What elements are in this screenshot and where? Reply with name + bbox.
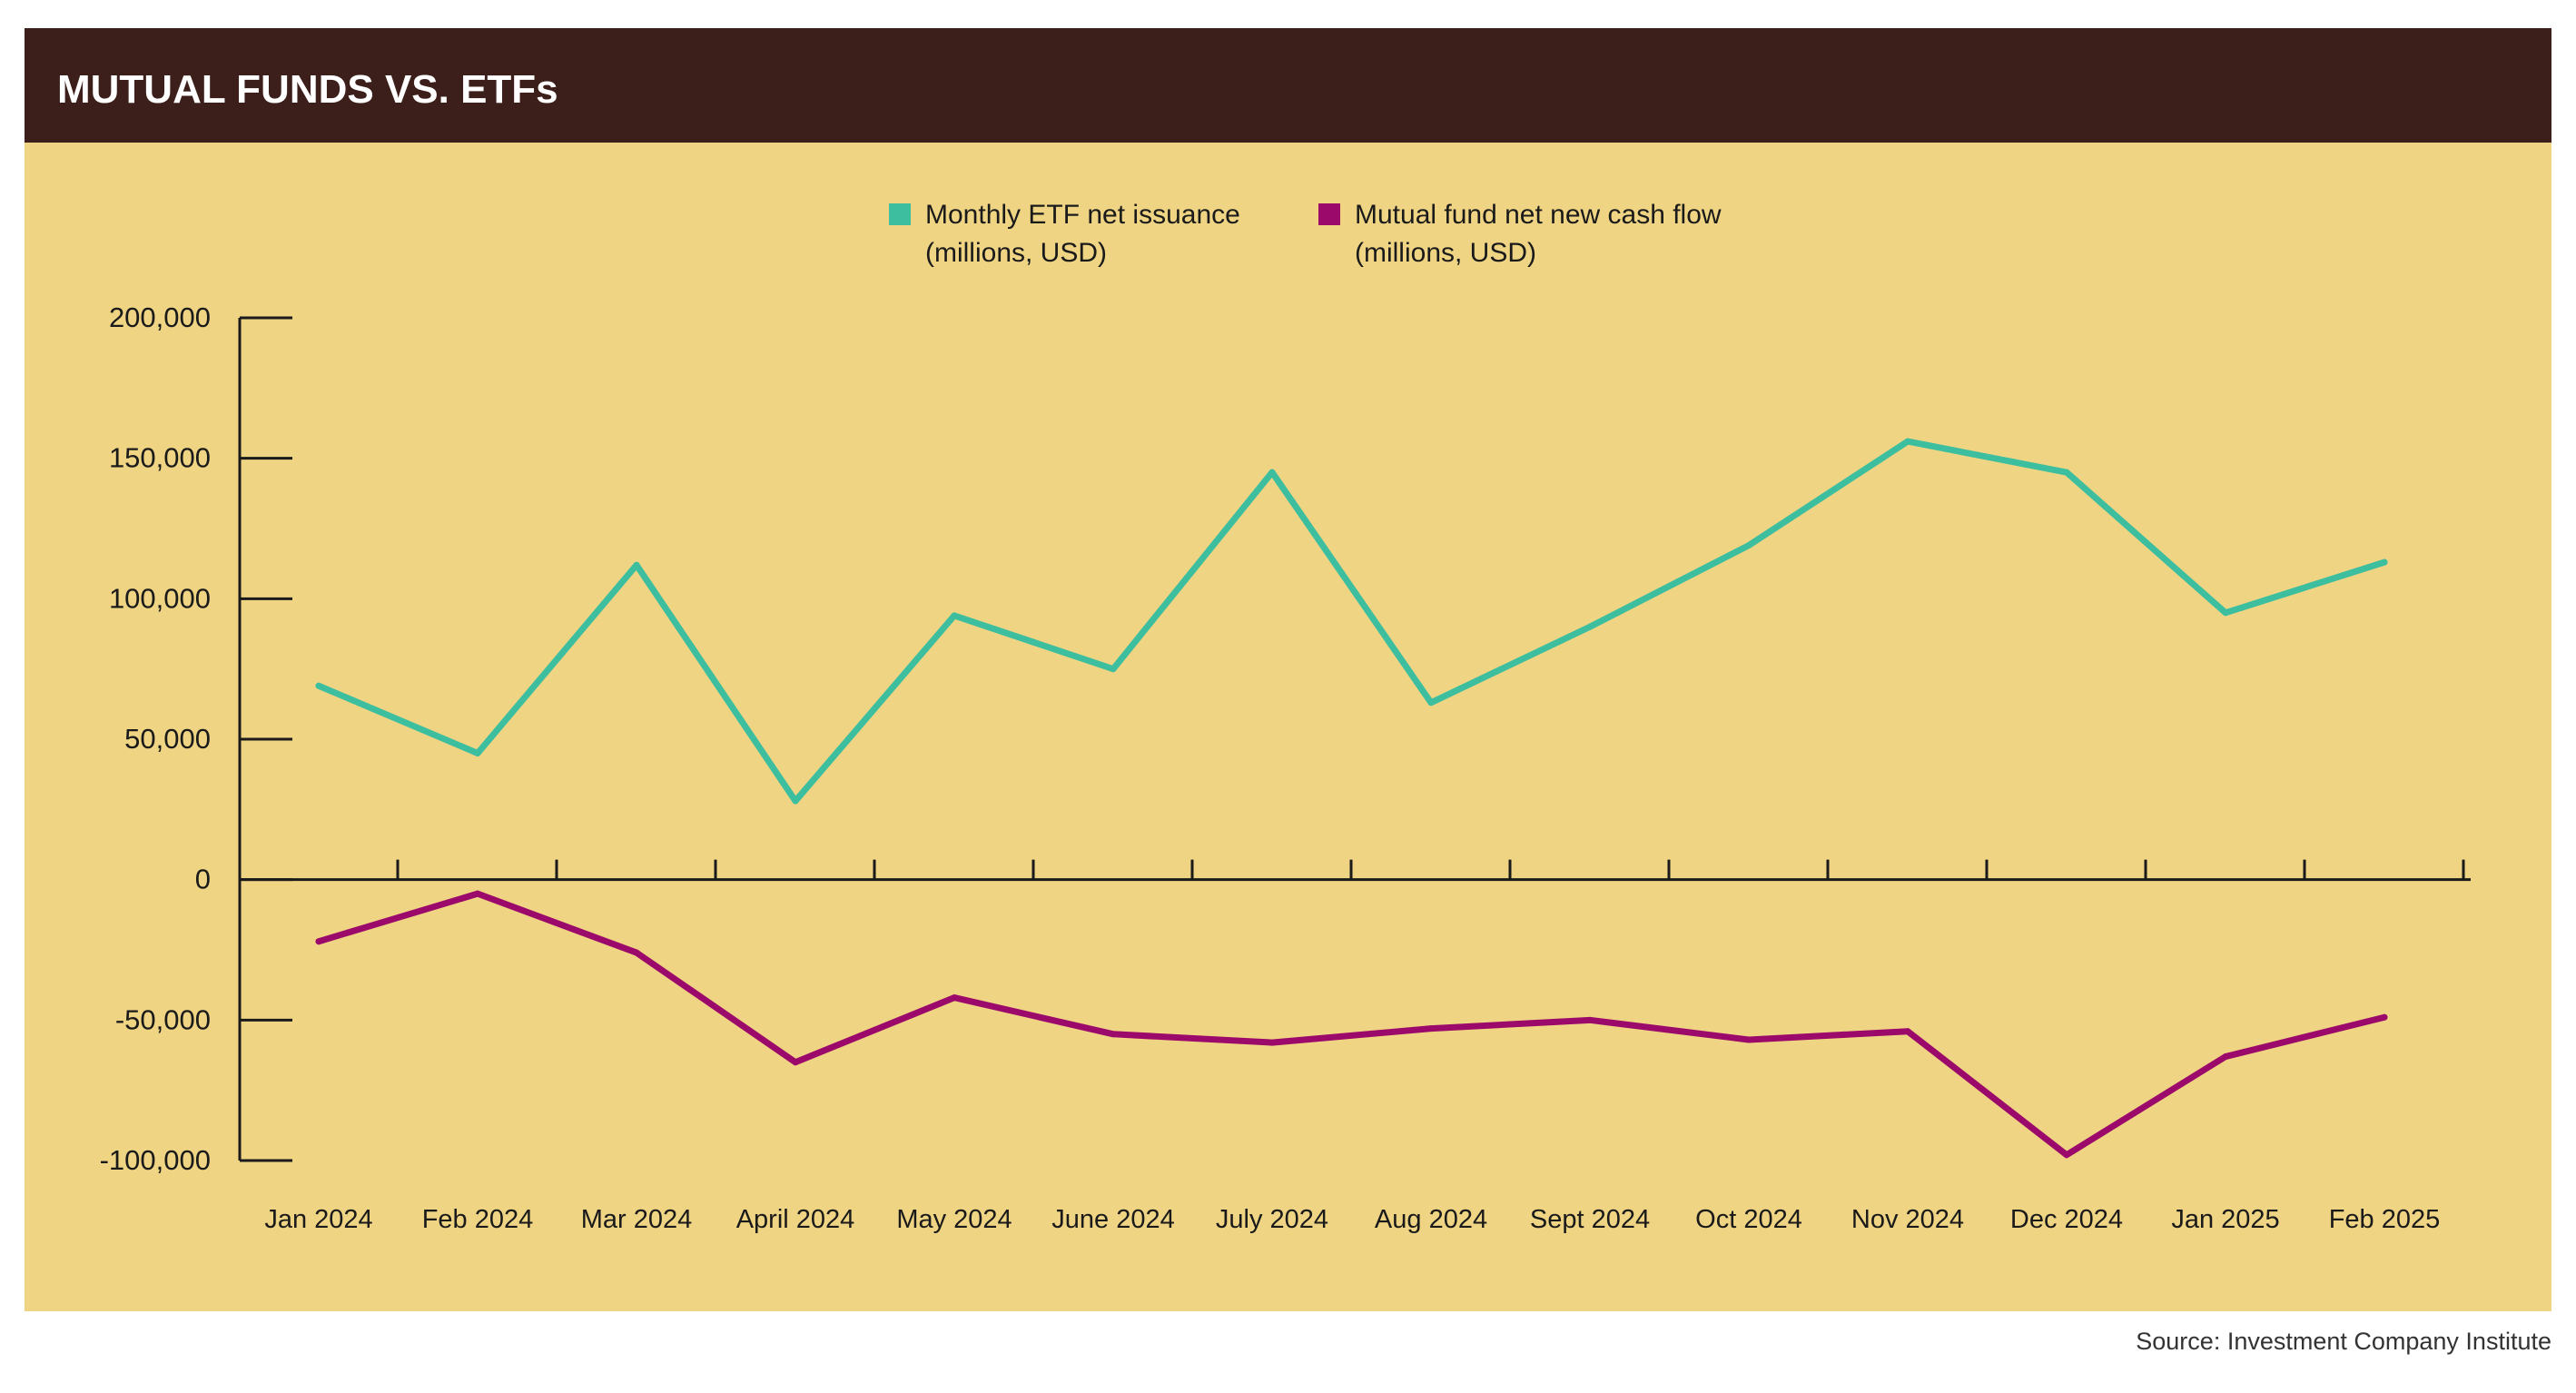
y-tick-label: 100,000 [109, 582, 211, 614]
x-tick-label: Dec 2024 [2010, 1205, 2123, 1234]
legend-swatch [889, 203, 911, 225]
data-point [792, 1059, 799, 1066]
series-line-0 [315, 438, 2388, 805]
legend-label: Monthly ETF net issuance [925, 200, 1240, 230]
chart-frame: MUTUAL FUNDS VS. ETFs Monthly ETF net is… [25, 28, 2551, 1311]
x-tick-label: Nov 2024 [1851, 1205, 1964, 1234]
series-line-1 [315, 890, 2388, 1159]
legend-label: Mutual fund net new cash flow [1355, 200, 1722, 230]
title-bar [25, 28, 2551, 143]
data-point [2222, 1053, 2229, 1061]
data-point [1427, 699, 1435, 706]
data-point [951, 994, 958, 1002]
data-point [1110, 1031, 1117, 1038]
y-tick-label: -100,000 [100, 1144, 211, 1176]
source-note: Source: Investment Company Institute [2136, 1328, 2551, 1355]
data-point [1586, 1016, 1594, 1023]
x-tick-label: June 2024 [1051, 1205, 1174, 1234]
data-point [633, 949, 640, 956]
data-point [1904, 1028, 1911, 1035]
data-point [474, 749, 481, 756]
data-point [2381, 1013, 2388, 1021]
data-point [2381, 558, 2388, 566]
y-tick-label: 0 [195, 864, 211, 895]
data-point [1268, 1039, 1276, 1046]
legend-swatch [1318, 203, 1340, 225]
data-point [1110, 666, 1117, 673]
x-tick-label: Feb 2025 [2329, 1205, 2441, 1234]
data-point [1904, 438, 1911, 445]
legend-label-units: (millions, USD) [1355, 238, 1536, 268]
x-tick-label: Jan 2025 [2171, 1205, 2279, 1234]
x-tick-label: Sept 2024 [1530, 1205, 1650, 1234]
x-tick-label: July 2024 [1216, 1205, 1328, 1234]
data-point [315, 682, 322, 689]
x-tick-label: April 2024 [736, 1205, 855, 1234]
data-point [2063, 469, 2070, 476]
chart-title: MUTUAL FUNDS VS. ETFs [57, 67, 558, 112]
y-tick-label: -50,000 [115, 1003, 211, 1035]
legend: Monthly ETF net issuance (millions, USD) M… [889, 200, 1722, 268]
x-tick-label: Jan 2024 [264, 1205, 372, 1234]
data-point [1745, 1036, 1752, 1043]
data-point [1427, 1025, 1435, 1032]
x-tick-label: Oct 2024 [1695, 1205, 1802, 1234]
data-point [474, 890, 481, 897]
data-point [1268, 469, 1276, 476]
x-tick-label: Feb 2024 [422, 1205, 534, 1234]
data-point [1745, 542, 1752, 549]
legend-label-units: (millions, USD) [925, 238, 1107, 268]
data-point [315, 938, 322, 945]
data-point [633, 561, 640, 568]
x-tick-label: Aug 2024 [1375, 1205, 1487, 1234]
series-layer [315, 438, 2388, 1159]
data-point [792, 797, 799, 805]
x-tick-label: May 2024 [896, 1205, 1012, 1234]
data-point [951, 612, 958, 619]
y-tick-label: 50,000 [124, 723, 211, 755]
line-chart: MUTUAL FUNDS VS. ETFs Monthly ETF net is… [25, 28, 2551, 1311]
data-point [2063, 1151, 2070, 1159]
data-point [1586, 623, 1594, 630]
plot-background [25, 143, 2551, 1311]
y-tick-label: 200,000 [109, 301, 211, 333]
y-tick-label: 150,000 [109, 442, 211, 474]
x-tick-label: Mar 2024 [581, 1205, 693, 1234]
data-point [2222, 609, 2229, 617]
x-axis: Jan 2024 Feb 2024 Mar 2024 April 2024 May 20… [240, 859, 2471, 1234]
